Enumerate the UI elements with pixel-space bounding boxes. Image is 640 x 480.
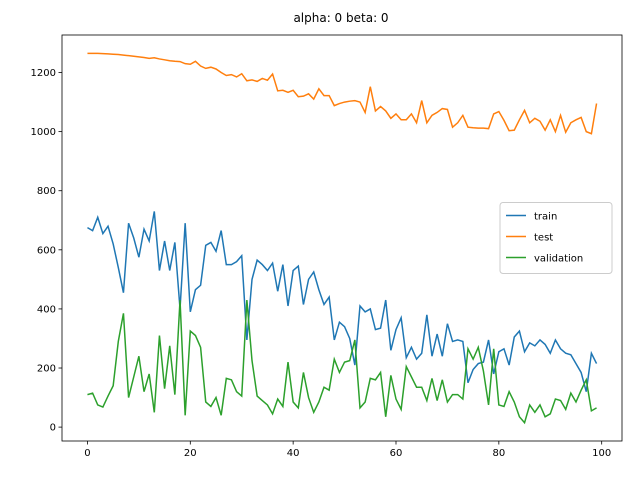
legend-label: test — [534, 233, 553, 244]
y-tick-label: 400 — [37, 304, 56, 315]
legend-box — [499, 202, 613, 274]
x-tick-label: 60 — [390, 448, 403, 459]
legend-label: validation — [534, 254, 583, 265]
y-tick-label: 800 — [37, 186, 56, 197]
x-tick-label: 20 — [184, 448, 197, 459]
x-tick-label: 0 — [84, 448, 90, 459]
y-tick-label: 600 — [37, 245, 56, 256]
y-tick-label: 200 — [37, 364, 56, 375]
y-tick-label: 1000 — [31, 127, 56, 138]
chart-title: alpha: 0 beta: 0 — [293, 11, 388, 25]
axes-frame — [61, 34, 623, 442]
x-tick-label: 80 — [492, 448, 505, 459]
x-tick-label: 100 — [592, 448, 611, 459]
legend-label: train — [534, 212, 557, 223]
line-series — [87, 52, 598, 135]
y-tick-label: 1200 — [31, 68, 56, 79]
y-tick-label: 0 — [50, 423, 56, 434]
x-tick-label: 40 — [287, 448, 300, 459]
line-series — [87, 299, 597, 425]
line-series — [87, 211, 598, 392]
